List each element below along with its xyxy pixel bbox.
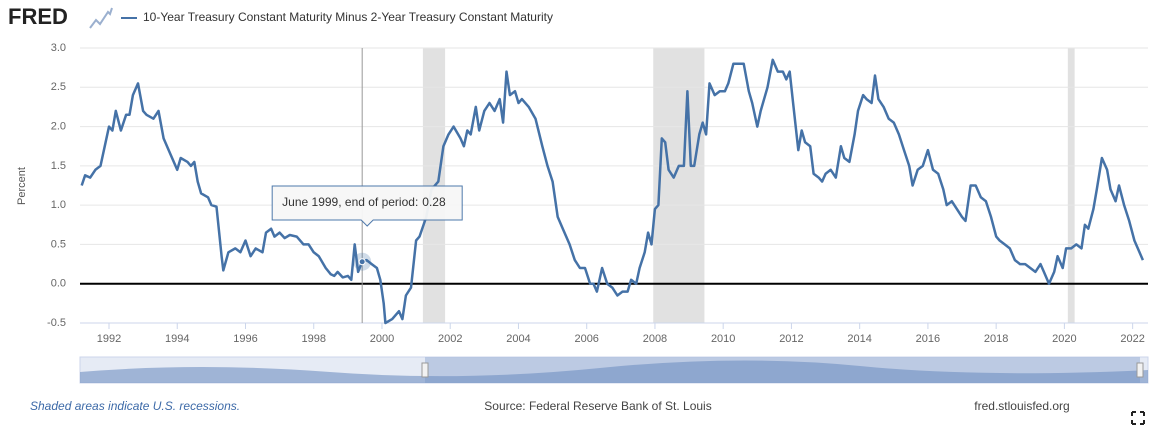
tooltip-box xyxy=(271,185,463,227)
tooltip-text: June 1999, end of period: 0.28 xyxy=(282,195,446,209)
recession-note: Shaded areas indicate U.S. recessions. xyxy=(30,399,240,413)
x-tick-label: 2022 xyxy=(1120,333,1144,345)
y-tick-label: 0.5 xyxy=(51,238,66,250)
x-tick-label: 2020 xyxy=(1052,333,1076,345)
x-tick-label: 1992 xyxy=(97,333,121,345)
x-tick-label: 1998 xyxy=(301,333,325,345)
x-tick-label: 1994 xyxy=(165,333,189,345)
recession-band xyxy=(1067,48,1075,323)
navigator-handle[interactable] xyxy=(421,362,429,378)
x-tick-label: 2014 xyxy=(847,333,871,345)
y-tick-label: 3.0 xyxy=(51,42,66,54)
plot-area xyxy=(80,47,1148,324)
y-tick-label: 1.5 xyxy=(51,160,66,172)
navigator[interactable] xyxy=(79,356,1149,384)
x-tick-label: 2012 xyxy=(779,333,803,345)
y-tick-label: 2.5 xyxy=(51,81,66,93)
source: Source: Federal Reserve Bank of St. Loui… xyxy=(484,399,711,413)
y-tick-label: -0.5 xyxy=(47,317,66,329)
x-tick-label: 1996 xyxy=(233,333,257,345)
navigator-handle[interactable] xyxy=(1136,362,1144,378)
fullscreen-button[interactable] xyxy=(1131,411,1145,425)
y-tick-label: 2.0 xyxy=(51,120,66,132)
x-tick-label: 2008 xyxy=(643,333,667,345)
x-tick-label: 2010 xyxy=(711,333,735,345)
navigator-area xyxy=(80,360,1148,383)
x-tick-label: 2002 xyxy=(438,333,462,345)
series-line xyxy=(80,58,1145,325)
x-tick-label: 2018 xyxy=(984,333,1008,345)
y-axis-label: Percent xyxy=(16,167,28,205)
site-link[interactable]: fred.stlouisfed.org xyxy=(974,399,1069,413)
x-tick-label: 2004 xyxy=(506,333,530,345)
x-tick-label: 2000 xyxy=(370,333,394,345)
x-tick-label: 2016 xyxy=(916,333,940,345)
logo[interactable]: FRED xyxy=(8,4,68,29)
tooltip-value: 0.28 xyxy=(422,195,446,209)
y-tick-label: 0.0 xyxy=(51,278,66,290)
recession-band xyxy=(653,48,705,323)
x-tick-label: 2006 xyxy=(574,333,598,345)
tooltip-label: June 1999, end of period: xyxy=(282,195,418,209)
logo-icon xyxy=(89,7,113,29)
y-tick-label: 1.0 xyxy=(51,199,66,211)
legend-label[interactable]: 10-Year Treasury Constant Maturity Minus… xyxy=(143,10,553,24)
hover-point xyxy=(358,258,366,266)
